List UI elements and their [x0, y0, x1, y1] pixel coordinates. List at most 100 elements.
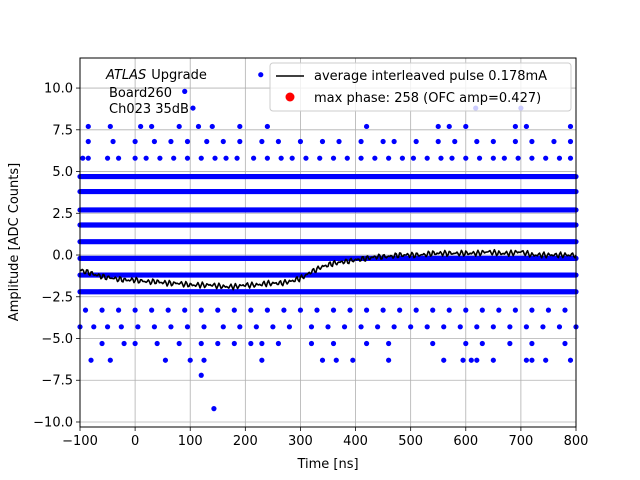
sample-point [476, 155, 483, 161]
sample-point [399, 155, 405, 161]
sample-point [413, 307, 419, 313]
sample-point [184, 155, 191, 161]
x-tick-label: 0 [131, 434, 139, 449]
sample-point [408, 324, 414, 330]
sample-point [264, 155, 270, 161]
plot-frame [79, 57, 577, 428]
sample-point [121, 340, 127, 347]
sample-point [220, 138, 226, 145]
y-tick-label: −10.0 [33, 415, 73, 430]
sample-point [215, 307, 221, 313]
sample-point [386, 340, 392, 347]
sample-point [176, 123, 182, 130]
sample-point [88, 357, 94, 363]
sample-outlier [182, 88, 188, 94]
sample-point [556, 155, 563, 161]
sample-point [375, 324, 381, 330]
sample-point [237, 324, 243, 330]
sample-point [308, 340, 315, 347]
sample-point [182, 307, 188, 313]
sample-points [77, 72, 579, 412]
y-tick-label: −5.0 [41, 332, 73, 347]
annotation-board: Board260 [109, 86, 172, 101]
sample-point [237, 138, 243, 145]
sample-point [512, 123, 518, 130]
average-pulse-line [79, 248, 577, 291]
sample-point [308, 324, 315, 330]
sample-point [496, 307, 502, 313]
sample-outlier [258, 72, 264, 78]
sample-point [165, 307, 171, 313]
sample-point [529, 340, 535, 347]
sample-point [201, 324, 207, 330]
sample-point [490, 138, 496, 145]
sample-point [234, 155, 240, 161]
sample-point [330, 155, 337, 161]
sample-point [449, 155, 455, 161]
sample-point [143, 155, 149, 161]
y-tick-label: −2.5 [41, 290, 73, 305]
y-tick-label: 0.0 [52, 249, 73, 264]
sample-point [264, 307, 270, 313]
sample-point [567, 123, 574, 130]
sample-point [562, 307, 568, 313]
sample-point [350, 357, 356, 363]
sample-point [237, 123, 243, 130]
sample-point [198, 307, 204, 313]
sample-point [104, 155, 111, 161]
sample-point [91, 324, 97, 330]
sample-point [363, 340, 370, 347]
sample-point [259, 340, 265, 347]
sample-point [501, 155, 507, 161]
sample-point [512, 307, 518, 313]
x-tick-label: 500 [398, 434, 423, 449]
sample-point [523, 123, 530, 130]
sample-point [80, 155, 86, 161]
sample-point [297, 307, 304, 313]
sample-point [184, 138, 191, 145]
sample-point [286, 324, 293, 330]
sample-point [474, 324, 480, 330]
legend-entry-average: average interleaved pulse 0.178mA [314, 69, 547, 84]
sample-point [118, 324, 124, 330]
sample-point [512, 138, 518, 145]
annotation-channel: Ch023 35dB [109, 102, 189, 117]
sample-point [556, 324, 563, 330]
x-tick-label: −100 [62, 434, 98, 449]
sample-outlier [198, 372, 204, 378]
sample-point [543, 357, 549, 363]
sample-point [204, 138, 210, 145]
y-tick-label: 10.0 [44, 82, 73, 97]
x-tick-label: 600 [453, 434, 478, 449]
sample-point [380, 138, 386, 145]
sample-point [380, 307, 386, 313]
sample-point [319, 138, 326, 145]
sample-point [507, 324, 513, 330]
sample-point [391, 324, 397, 330]
sample-point [248, 307, 254, 313]
sample-point [333, 357, 339, 363]
sample-point [341, 324, 348, 330]
sample-point [523, 324, 530, 330]
sample-point [198, 155, 204, 161]
sample-point [325, 324, 331, 330]
sample-point [551, 138, 557, 145]
average-pulse-path [79, 248, 577, 291]
sample-point [463, 123, 469, 130]
sample-point [184, 324, 191, 330]
sample-point [430, 307, 436, 313]
sample-outlier [190, 105, 196, 111]
sample-outlier [211, 406, 217, 412]
sample-point [410, 155, 417, 161]
sample-point [198, 340, 204, 347]
sample-point [303, 155, 309, 161]
sample-point [82, 307, 89, 313]
sample-point [430, 340, 436, 347]
legend-marker-swatch [285, 92, 295, 102]
sample-point [231, 340, 237, 347]
sample-point [168, 138, 174, 145]
sample-point [562, 340, 568, 347]
annotation-label: Upgrade [151, 68, 207, 83]
sample-point [195, 123, 202, 130]
